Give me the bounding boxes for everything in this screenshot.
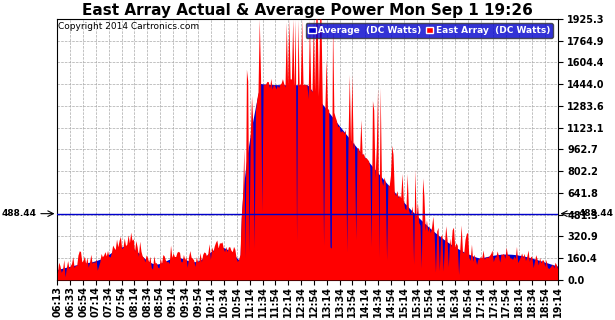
Legend: Average  (DC Watts), East Array  (DC Watts): Average (DC Watts), East Array (DC Watts… [306, 23, 553, 38]
Title: East Array Actual & Average Power Mon Sep 1 19:26: East Array Actual & Average Power Mon Se… [82, 3, 533, 18]
Text: 488.44: 488.44 [2, 209, 37, 218]
Text: 488.44: 488.44 [578, 209, 613, 218]
Text: Copyright 2014 Cartronics.com: Copyright 2014 Cartronics.com [58, 21, 199, 30]
